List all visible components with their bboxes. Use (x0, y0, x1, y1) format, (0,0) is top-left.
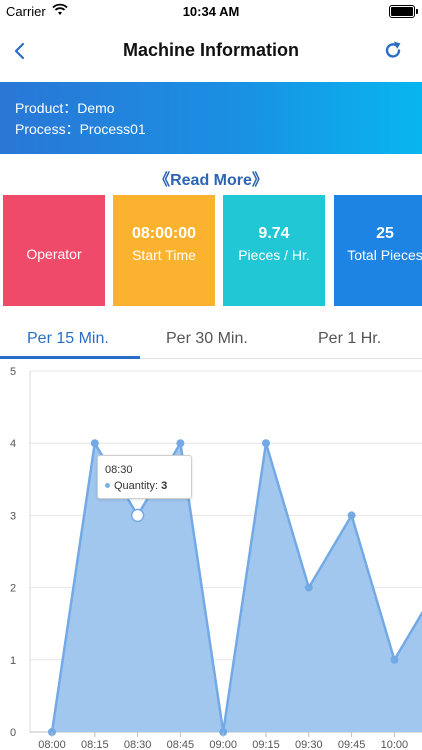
read-more-link[interactable]: 《Read More》 (154, 172, 268, 189)
data-point (90, 439, 99, 448)
total-pieces-label: Total Pieces (347, 247, 422, 263)
y-tick-label: 2 (10, 583, 16, 595)
x-tick-label: 09:45 (338, 739, 366, 750)
status-time: 10:34 AM (182, 4, 240, 19)
interval-tabs: Per 15 Min. Per 30 Min. Per 1 Hr. (0, 318, 422, 359)
pieces-per-hour-label: Pieces / Hr. (238, 247, 310, 263)
product-line: Product：Demo (15, 100, 115, 116)
tab-per-1-hr[interactable]: Per 1 Hr. (318, 330, 382, 347)
data-point (262, 439, 270, 448)
tooltip-row: Quantity: 3 (105, 480, 167, 492)
nav-bar: Machine Information (0, 22, 422, 82)
area-fill (52, 443, 422, 732)
y-tick-label: 3 (10, 510, 16, 522)
active-tab-indicator (0, 356, 140, 359)
x-tick-label: 09:15 (252, 739, 280, 750)
data-point (347, 511, 356, 520)
total-pieces-value: 25 (376, 225, 394, 242)
series-dot-icon (105, 482, 110, 488)
operator-label: Operator (26, 246, 82, 262)
quantity-chart: 0 1 2 3 4 5 08:00 08:15 08:30 08:45 09:00 09:15 09:3… (0, 360, 422, 750)
tooltip-value: 3 (161, 480, 168, 492)
status-bar: Carrier 10:34 AM (0, 0, 422, 22)
x-tick-label: 08:15 (81, 739, 109, 750)
wifi-icon (52, 3, 68, 21)
y-tick-label: 0 (10, 727, 16, 739)
start-time-value: 08:00:00 (131, 225, 197, 242)
x-tick-label: 08:45 (167, 739, 195, 750)
y-tick-label: 4 (10, 438, 16, 450)
page-title: Machine Information (122, 40, 299, 60)
highlighted-data-point (130, 508, 145, 523)
x-tick-label: 09:30 (295, 739, 323, 750)
data-point (390, 655, 399, 664)
carrier-label: Carrier (6, 4, 46, 19)
x-tick-label: 08:30 (124, 739, 152, 750)
tab-per-15-min[interactable]: Per 15 Min. (27, 330, 109, 347)
start-time-card: 08:00:00 Start Time (113, 195, 215, 306)
y-tick-label: 5 (10, 366, 16, 378)
data-point (176, 439, 185, 448)
battery-icon (389, 5, 418, 18)
process-line: Process：Process01 (15, 121, 146, 137)
operator-card: Operator (3, 195, 105, 306)
tab-per-30-min[interactable]: Per 30 Min. (166, 330, 248, 347)
start-time-label: Start Time (132, 247, 196, 263)
quantity-area-chart: 0 1 2 3 4 5 08:00 08:15 08:30 08:45 09:00 09:15 09:3… (10, 366, 422, 750)
x-tick-label: 09:00 (209, 739, 237, 750)
refresh-icon[interactable] (382, 38, 404, 62)
x-tick-label: 10:00 (381, 739, 409, 750)
chart-tooltip: 08:30 Quantity: 3 (97, 455, 192, 499)
tooltip-label: Quantity: (114, 480, 162, 492)
pieces-per-hour-card: 9.74 Pieces / Hr. (223, 195, 325, 306)
pieces-per-hour-value: 9.74 (258, 225, 290, 242)
total-pieces-card: 25 Total Pieces (334, 195, 422, 306)
x-tick-label: 08:00 (38, 739, 66, 750)
back-chevron-icon[interactable] (10, 38, 32, 64)
stats-cards: Operator 08:00:00 Start Time 9.74 Pieces… (0, 195, 422, 306)
info-banner: Product：Demo Process：Process01 (0, 82, 422, 154)
tooltip-time: 08:30 (105, 464, 133, 476)
y-tick-label: 1 (10, 655, 16, 667)
data-point (304, 583, 313, 592)
